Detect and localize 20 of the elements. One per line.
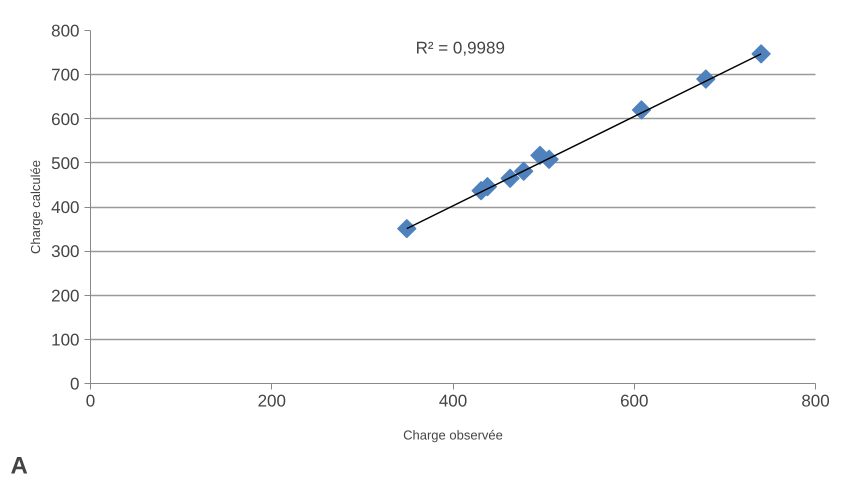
y-tick-label: 700 bbox=[51, 66, 80, 85]
x-tick-label: 200 bbox=[258, 392, 286, 410]
y-tick-label: 200 bbox=[51, 286, 80, 306]
annotation: R² = 0,9989 bbox=[416, 38, 505, 58]
y-tick-label: 0 bbox=[70, 374, 80, 394]
y-tick-label: 100 bbox=[51, 330, 80, 350]
x-tick-label: 0 bbox=[86, 392, 96, 410]
point bbox=[751, 44, 771, 64]
point bbox=[397, 218, 416, 238]
x-axis-title: Charge observée bbox=[403, 428, 503, 442]
x-tick-label: 400 bbox=[438, 392, 468, 410]
y-tick-label: 600 bbox=[51, 110, 80, 129]
x-tick-label: 800 bbox=[801, 392, 830, 410]
y-axis-title: Charge calculée bbox=[28, 160, 44, 254]
text: A bbox=[10, 452, 28, 480]
x-tick-label: 600 bbox=[620, 392, 648, 410]
y-tick-label: 800 bbox=[51, 22, 80, 40]
y-tick-label: 500 bbox=[51, 154, 80, 173]
y-tick-label: 400 bbox=[51, 198, 80, 217]
y-tick-label: 300 bbox=[51, 242, 80, 262]
